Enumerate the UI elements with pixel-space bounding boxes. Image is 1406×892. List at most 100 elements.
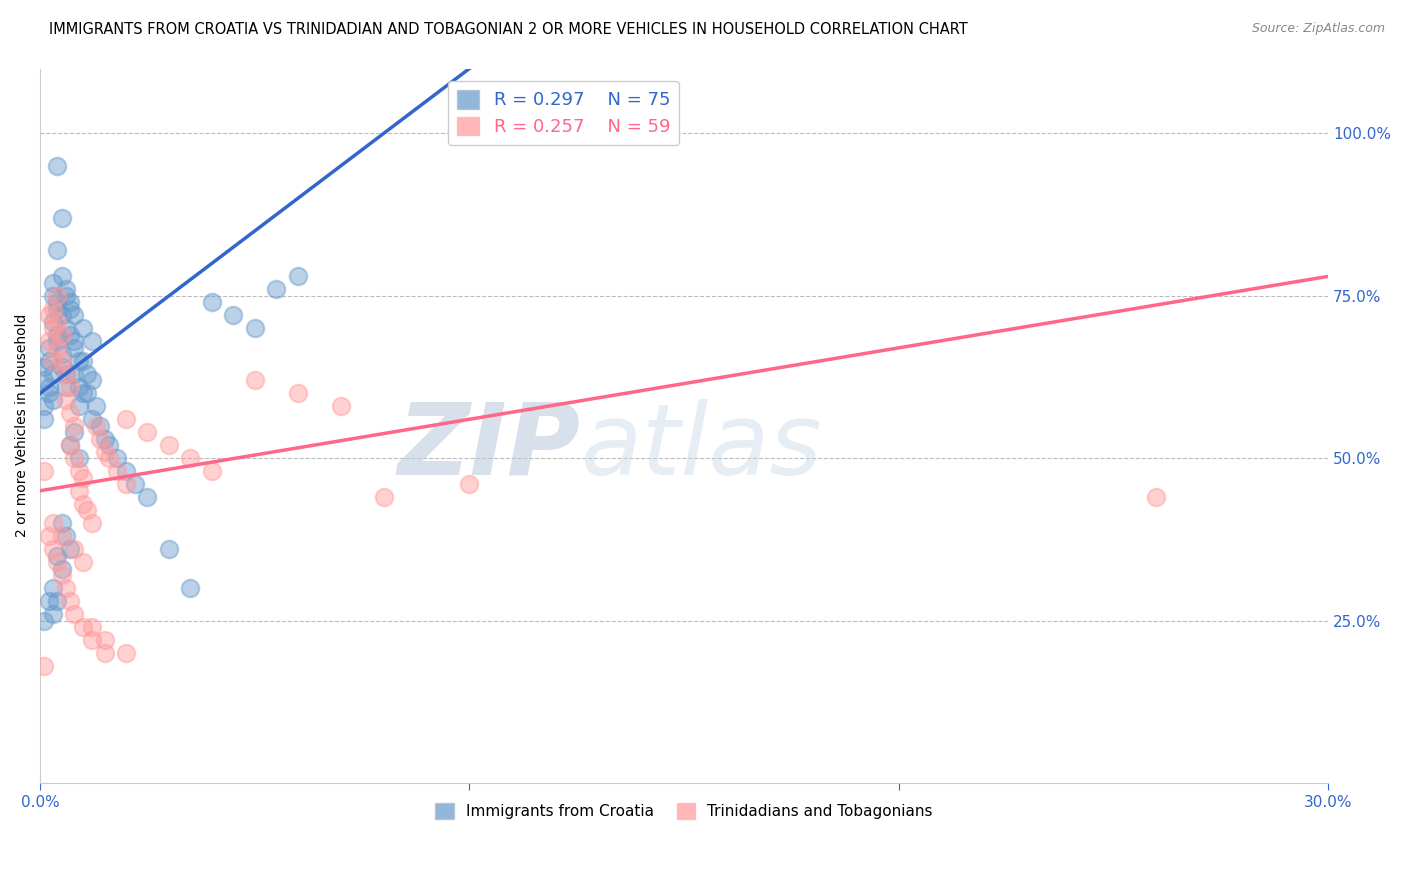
Legend: Immigrants from Croatia, Trinidadians and Tobagonians: Immigrants from Croatia, Trinidadians an… (429, 797, 939, 825)
Point (55, 392, 77, 407)
Point (42, 542, 65, 557)
Point (46, 301, 69, 316)
Point (51, 516, 73, 531)
Point (63, 425, 86, 440)
Point (38, 341, 60, 355)
Point (67, 483, 90, 498)
Point (89, 418, 111, 433)
Point (93, 444, 115, 458)
Point (55, 581, 77, 595)
Point (55, 282, 77, 296)
Point (136, 490, 159, 504)
Point (72, 620, 94, 634)
Text: atlas: atlas (581, 399, 823, 496)
Point (51, 347, 73, 361)
Point (72, 386, 94, 401)
Point (59, 406, 82, 420)
Point (63, 367, 86, 381)
Point (80, 334, 103, 349)
Point (55, 367, 77, 381)
Point (59, 295, 82, 310)
Point (59, 301, 82, 316)
Point (67, 399, 90, 413)
Point (38, 529, 60, 543)
Point (51, 562, 73, 576)
Point (115, 412, 138, 426)
Point (67, 354, 90, 368)
Point (38, 594, 60, 608)
Point (51, 354, 73, 368)
Point (55, 367, 77, 381)
Point (373, 490, 395, 504)
Point (59, 327, 82, 342)
Point (80, 633, 103, 648)
Point (42, 607, 65, 622)
Point (55, 289, 77, 303)
Point (63, 542, 86, 557)
Text: Source: ZipAtlas.com: Source: ZipAtlas.com (1251, 22, 1385, 36)
Point (67, 380, 90, 394)
Point (46, 289, 69, 303)
Point (51, 529, 73, 543)
Point (72, 354, 94, 368)
Point (179, 451, 201, 466)
Point (34, 412, 56, 426)
Point (84, 399, 107, 413)
Point (38, 386, 60, 401)
Point (34, 373, 56, 387)
Point (84, 418, 107, 433)
Point (89, 432, 111, 446)
Point (46, 315, 69, 329)
Point (222, 309, 245, 323)
Point (51, 568, 73, 582)
Point (46, 594, 69, 608)
Point (59, 542, 82, 557)
Point (201, 464, 224, 478)
Point (115, 477, 138, 491)
Point (201, 295, 224, 310)
Point (59, 438, 82, 452)
Point (63, 309, 86, 323)
Point (105, 464, 128, 478)
Point (115, 464, 138, 478)
Point (55, 529, 77, 543)
Point (136, 425, 159, 440)
Point (179, 581, 201, 595)
Point (42, 367, 65, 381)
Point (287, 269, 309, 284)
Point (458, 477, 481, 491)
Point (72, 497, 94, 511)
Point (243, 321, 266, 335)
Point (243, 373, 266, 387)
Point (38, 354, 60, 368)
Point (72, 321, 94, 335)
Point (38, 334, 60, 349)
Point (38, 380, 60, 394)
Point (76, 503, 98, 517)
Point (124, 477, 146, 491)
Point (105, 451, 128, 466)
Point (93, 646, 115, 660)
Point (46, 341, 69, 355)
Point (63, 334, 86, 349)
Point (76, 386, 98, 401)
Point (42, 301, 65, 316)
Point (42, 581, 65, 595)
Point (51, 211, 73, 225)
Point (34, 399, 56, 413)
Point (46, 334, 69, 349)
Text: ZIP: ZIP (398, 399, 581, 496)
Point (80, 373, 103, 387)
Point (42, 321, 65, 335)
Point (38, 309, 60, 323)
Point (287, 386, 309, 401)
Point (46, 555, 69, 569)
Point (42, 354, 65, 368)
Point (46, 159, 69, 173)
Point (34, 659, 56, 673)
Point (51, 360, 73, 375)
Point (34, 614, 56, 628)
Point (55, 321, 77, 335)
Point (63, 418, 86, 433)
Point (59, 594, 82, 608)
